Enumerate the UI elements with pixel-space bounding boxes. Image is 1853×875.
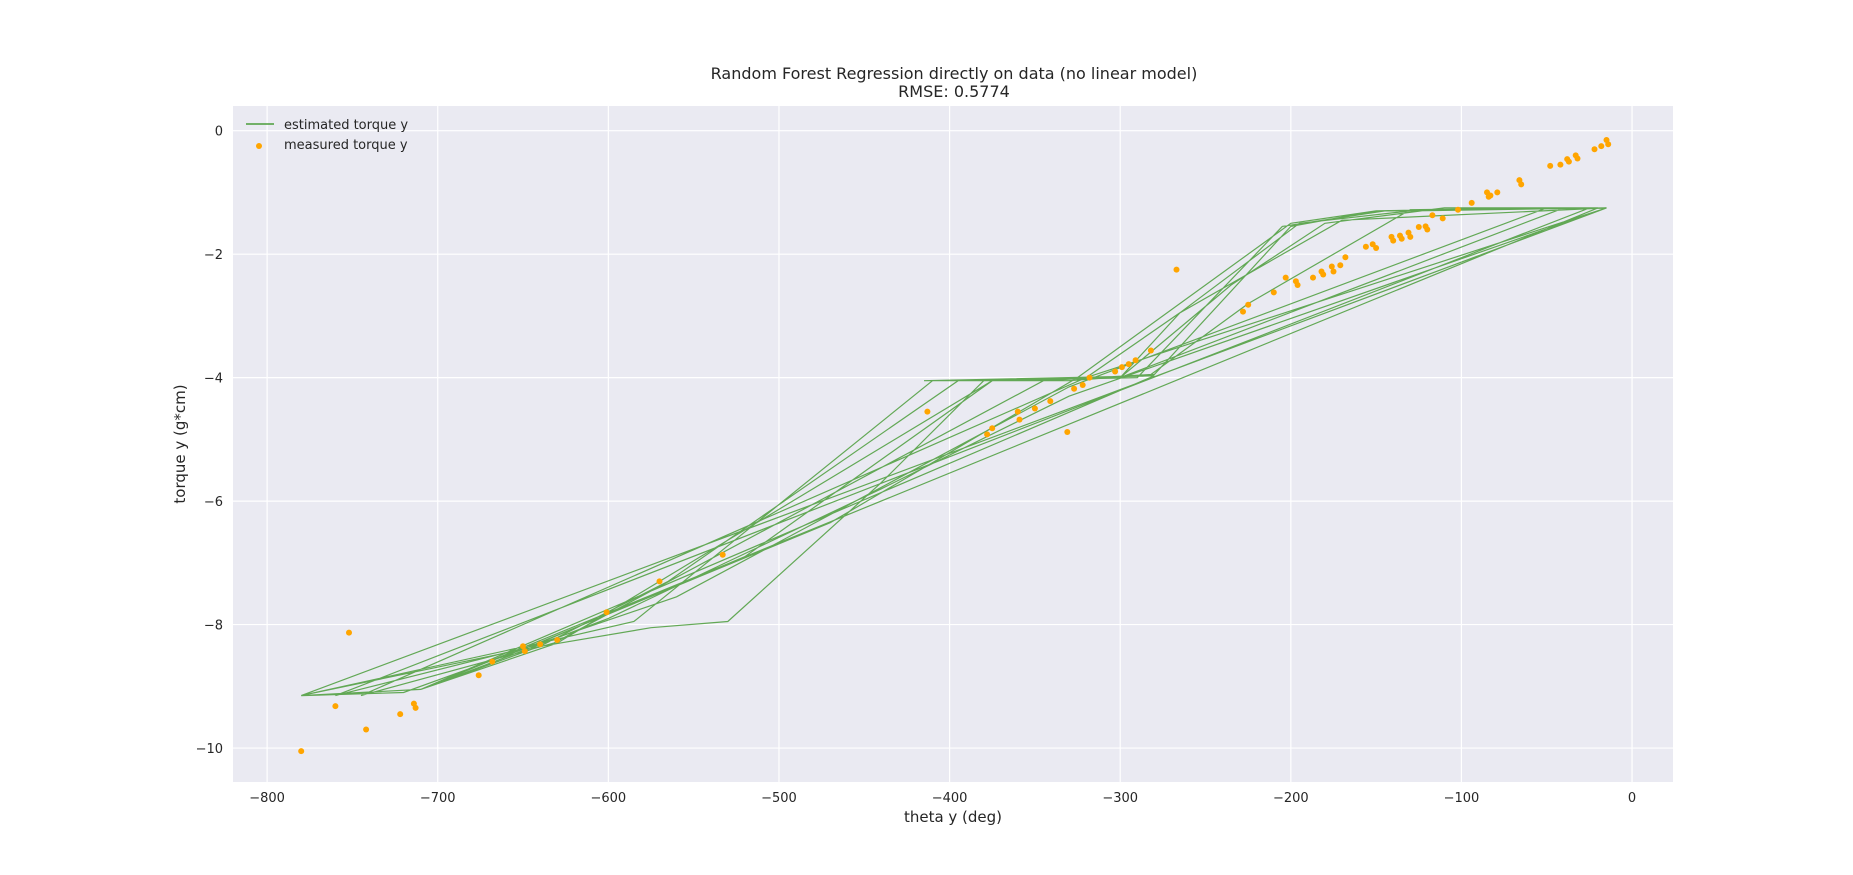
measured-torque-point [1598,143,1605,150]
measured-torque-point [984,431,991,438]
measured-torque-point [1373,245,1380,251]
measured-torque-point [1282,274,1289,281]
measured-torque-point [1031,405,1038,412]
x-tick-label: −600 [590,791,626,806]
measured-torque-point [1294,282,1301,288]
measured-torque-point [537,641,544,648]
measured-torque-point [603,609,610,616]
x-tick-label: −400 [932,791,968,806]
x-tick-label: 0 [1628,791,1636,806]
measured-torque-point [1071,385,1078,392]
y-tick-label: −2 [204,248,223,263]
legend-label-estimated: estimated torque y [284,118,408,133]
measured-torque-point [1328,263,1335,270]
chart-subtitle: RMSE: 0.5774 [898,82,1010,101]
measured-torque-point [1487,192,1494,199]
measured-torque-point [1125,361,1132,368]
measured-torque-point [1362,243,1369,250]
measured-torque-point [1455,206,1461,213]
x-tick-label: −500 [761,791,797,806]
measured-torque-point [1320,271,1327,278]
legend-label-measured: measured torque y [284,138,408,153]
y-tick-label: 0 [215,125,223,140]
measured-torque-point [1415,224,1422,230]
measured-torque-point [1330,268,1337,275]
measured-torque-point [1047,398,1054,405]
measured-torque-point [1112,368,1119,375]
measured-torque-point [475,672,482,679]
measured-torque-point [397,711,404,718]
estimated-torque-line [300,207,1607,697]
measured-torque-point [989,425,996,432]
measured-torque-point [1147,347,1154,354]
measured-torque-point [1240,308,1246,315]
measured-torque-point [1173,266,1180,273]
measured-torque-point [1407,233,1414,240]
x-tick-label: −300 [1102,791,1138,806]
x-tick-label: −800 [249,791,285,806]
measured-torque-point [1574,155,1581,162]
measured-torque-point [1079,382,1086,388]
measured-torque-point [1118,364,1125,371]
measured-torque-point [1310,274,1316,281]
measured-torque-point [489,658,496,665]
x-axis-ticks: −800 −700 −600 −500 −400 −300 −200 −100 0 [249,791,1636,806]
chart-title: Random Forest Regression directly on dat… [711,64,1198,83]
measured-torque-point [1398,235,1405,242]
measured-torque-point [1547,162,1554,169]
measured-torque-point [554,637,561,643]
measured-torque-point [1014,408,1021,415]
measured-torque-point [1591,146,1598,153]
x-axis-label: theta y (deg) [904,808,1002,826]
y-axis-ticks: 0 −2 −4 −6 −8 −10 [196,125,223,757]
measured-torque-point [1494,189,1501,196]
measured-torque-point [1016,416,1023,423]
measured-torque-point [521,648,528,655]
measured-torque-point [719,551,726,558]
measured-torque-point [520,643,526,650]
measured-torque-point [1342,254,1349,261]
y-axis-label: torque y (g*cm) [171,384,189,503]
measured-torque-point [1518,181,1525,188]
y-tick-label: −10 [196,742,223,757]
measured-torque-point [1064,429,1071,435]
legend: estimated torque y measured torque y [246,118,408,153]
grid [233,106,1673,782]
measured-torque-point [1132,357,1139,364]
legend-marker-measured [256,143,262,149]
measured-torque-point [412,704,419,711]
measured-torque-point [656,578,663,585]
y-tick-label: −8 [204,619,223,634]
x-tick-label: −700 [420,791,456,806]
measured-torque-point [363,726,370,733]
measured-torque-point [1565,158,1572,165]
measured-torque-point [1557,161,1564,168]
measured-torque-point [1429,212,1436,219]
measured-torque-point [1270,289,1277,296]
measured-torque-point [1468,199,1475,206]
measured-torque-point [298,748,305,755]
measured-torque-point [924,408,931,415]
measured-torque-point [1390,237,1397,244]
measured-torque-point [346,629,352,636]
measured-torque-point [1605,141,1612,148]
measured-torque-point [332,703,339,710]
measured-torque-point [1424,226,1431,233]
x-tick-label: −100 [1444,791,1480,806]
measured-torque-point [1439,215,1446,222]
measured-torque-point [1337,262,1344,269]
measured-torque-point [1245,301,1252,308]
measured-torque-point [1086,374,1093,381]
y-tick-label: −4 [204,372,223,387]
x-tick-label: −200 [1273,791,1309,806]
y-tick-label: −6 [204,495,223,510]
